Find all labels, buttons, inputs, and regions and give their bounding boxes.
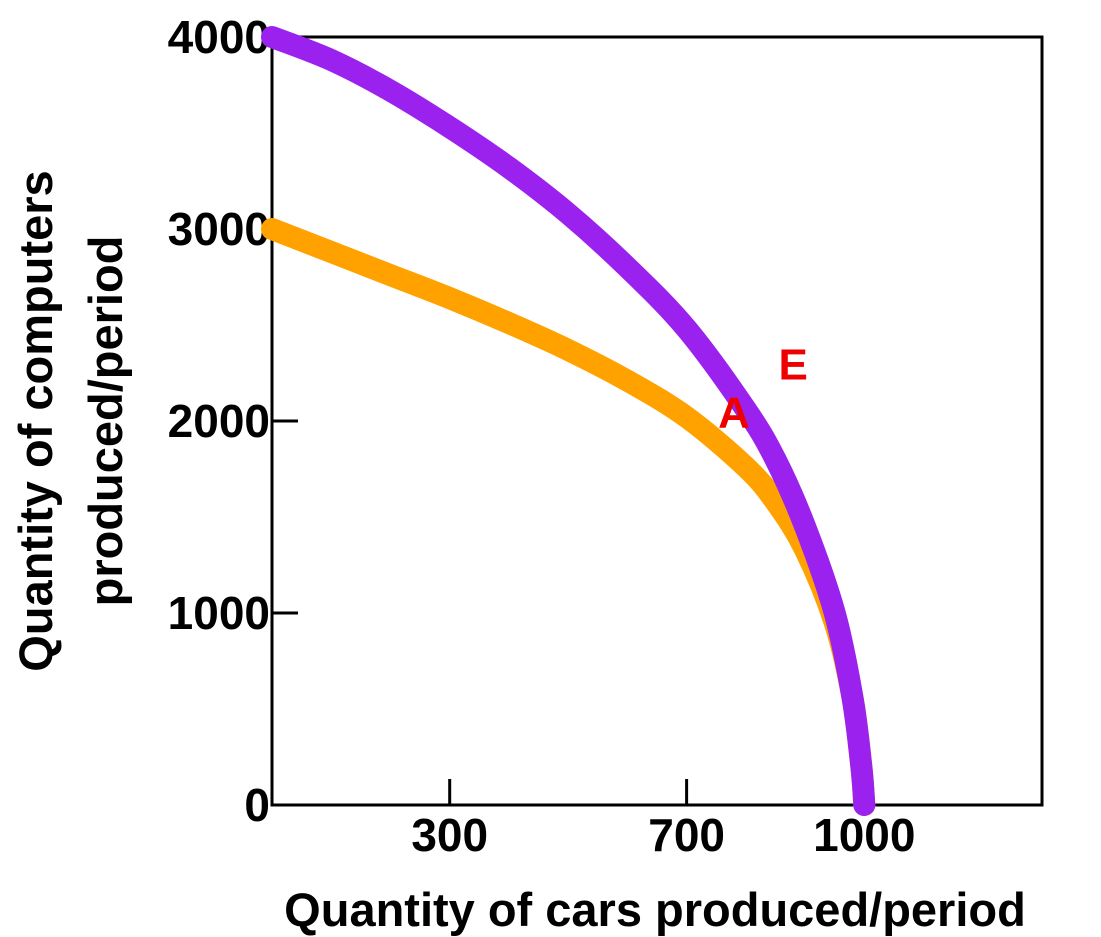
- point-label: E: [779, 340, 808, 389]
- x-axis-title: Quantity of cars produced/period: [284, 883, 1026, 936]
- y-tick-label: 4000: [168, 11, 270, 63]
- y-axis-title-line-2: produced/period: [79, 236, 132, 607]
- plot-frame: [270, 35, 1044, 807]
- annotation-layer: AE: [718, 340, 808, 437]
- ppf-curve: [261, 26, 876, 816]
- y-axis-title: Quantity of computers produced/period: [9, 170, 132, 671]
- y-axis-title-line-1: Quantity of computers: [9, 170, 62, 671]
- x-tick-label: 300: [411, 809, 488, 861]
- y-tick-label: 0: [244, 779, 270, 831]
- series-layer: [261, 26, 876, 816]
- y-tick-label: 3000: [168, 203, 270, 255]
- x-tick-label: 700: [648, 809, 725, 861]
- ppf-curve: [261, 218, 876, 816]
- y-tick-label: 2000: [168, 395, 270, 447]
- x-tick-label: 1000: [813, 809, 915, 861]
- ticks-layer: 300 700 1000 0 1000 2000 3000 4000: [168, 11, 916, 861]
- point-label: A: [718, 388, 750, 437]
- y-tick-label: 1000: [168, 587, 270, 639]
